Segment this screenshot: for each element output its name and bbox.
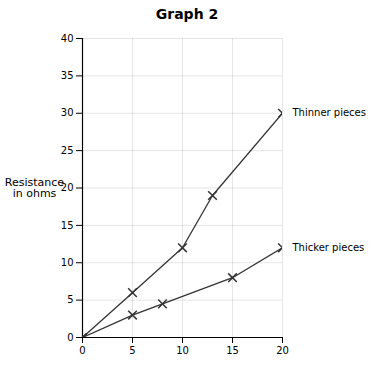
svg-text:0: 0 xyxy=(67,332,73,343)
svg-text:Thinner pieces: Thinner pieces xyxy=(292,107,366,118)
svg-text:30: 30 xyxy=(61,107,74,118)
svg-text:15: 15 xyxy=(226,345,239,356)
svg-text:5: 5 xyxy=(129,345,135,356)
svg-text:40: 40 xyxy=(61,33,74,44)
svg-text:Resistancein ohms: Resistancein ohms xyxy=(5,176,65,200)
svg-text:5: 5 xyxy=(67,294,73,305)
svg-text:25: 25 xyxy=(61,145,74,156)
html-text:Graph 2: Graph 2 xyxy=(155,6,219,22)
svg-text:15: 15 xyxy=(61,220,74,231)
svg-text:10: 10 xyxy=(176,345,189,356)
svg-text:0: 0 xyxy=(79,345,85,356)
svg-text:20: 20 xyxy=(60,182,74,194)
svg-text:10: 10 xyxy=(61,257,74,268)
svg-text:20: 20 xyxy=(276,345,289,356)
svg-text:35: 35 xyxy=(61,70,74,81)
svg-text:Thicker pieces: Thicker pieces xyxy=(292,242,365,253)
